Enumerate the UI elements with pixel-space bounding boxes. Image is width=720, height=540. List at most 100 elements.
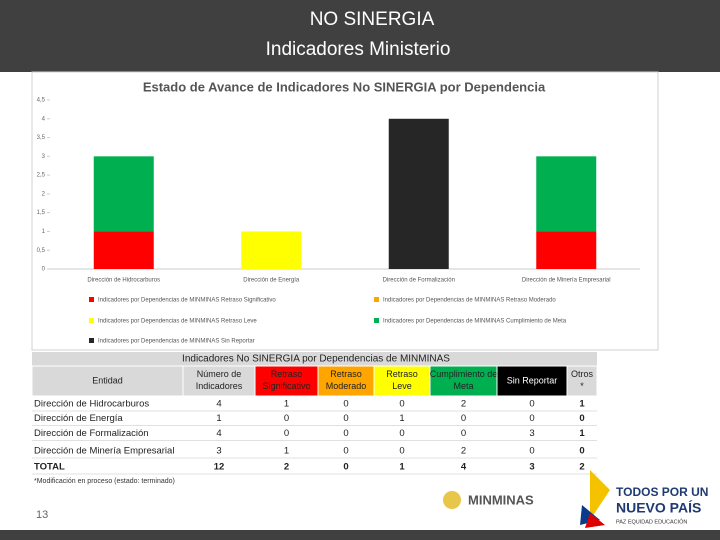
cell-value: 0 [579, 413, 584, 424]
slogan: TODOS POR UN [616, 485, 708, 499]
legend-swatch [374, 318, 379, 323]
cell-value: 1 [579, 428, 585, 439]
cell-value: 2 [461, 446, 466, 457]
cell-value: 1 [579, 399, 585, 410]
cell-value: 0 [284, 413, 289, 424]
header-label: Número de Indicadores [196, 369, 243, 391]
bar-segment [388, 118, 449, 270]
header-label: Retraso Moderado [326, 369, 367, 391]
header-label: Otros * [571, 369, 594, 391]
cell-value: 0 [399, 399, 404, 410]
row-label: Dirección de Hidrocarburos [34, 399, 149, 410]
cell-value: 0 [343, 462, 348, 473]
table-title-bg [32, 352, 597, 366]
y-tick-label: 1,5 [37, 210, 46, 216]
bar-segment [536, 231, 597, 269]
x-tick-label: Dirección de Energía [243, 278, 300, 284]
bar-segment [241, 231, 302, 269]
page-number: 13 [36, 509, 48, 521]
y-tick-label: 2,5 [37, 173, 46, 179]
bar-segment [93, 156, 154, 232]
header-cell [496, 365, 568, 397]
header-subtitle: Indicadores Ministerio [266, 39, 451, 60]
legend-label: Indicadores por Dependencias de MINMINAS… [98, 339, 255, 345]
header-cell [373, 365, 431, 397]
legend-swatch [89, 338, 94, 343]
cell-value: 1 [399, 413, 404, 424]
cell-value: 3 [529, 462, 534, 473]
flag-icon [590, 470, 610, 520]
y-tick-label: 0 [42, 267, 46, 273]
y-tick-label: 3,5 [37, 135, 46, 141]
header-cell [31, 365, 184, 397]
cell-value: 0 [461, 413, 466, 424]
cell-value: 0 [529, 399, 534, 410]
row-label: Dirección de Formalización [34, 428, 149, 439]
legend-swatch [89, 318, 94, 323]
bar-segment [536, 156, 597, 232]
y-tick-label: 2 [42, 191, 46, 197]
legend-swatch [89, 297, 94, 302]
legend-label: Indicadores por Dependencias de MINMINAS… [98, 319, 257, 325]
header-label: Entidad [92, 375, 123, 385]
cell-value: 4 [461, 462, 467, 473]
cell-value: 3 [529, 428, 534, 439]
legend-swatch [374, 297, 379, 302]
y-tick-label: 1 [42, 229, 46, 235]
header-label: Retraso Significativo [262, 369, 310, 391]
ministry-logo: MINMINAS [468, 492, 534, 507]
x-tick-label: Dirección de Formalización [383, 278, 455, 284]
cell-value: 1 [216, 413, 221, 424]
cell-value: 0 [461, 428, 466, 439]
cell-value: 2 [284, 462, 289, 473]
cell-value: 0 [343, 428, 348, 439]
cell-value: 0 [343, 413, 348, 424]
cell-value: 2 [579, 462, 584, 473]
cell-value: 0 [529, 413, 534, 424]
cell-value: 1 [284, 446, 289, 457]
header-label: Retraso Leve [386, 369, 418, 391]
cell-value: 12 [214, 462, 225, 473]
header-cell [254, 365, 319, 397]
cell-value: 0 [579, 446, 584, 457]
cell-value: 0 [399, 428, 404, 439]
slogan: PAZ EQUIDAD EDUCACIÓN [616, 518, 687, 525]
cell-value: 0 [343, 446, 348, 457]
row-label: Dirección de Minería Empresarial [34, 446, 174, 457]
table-title: Indicadores No SINERGIA por Dependencias… [182, 354, 450, 365]
header-label: Cumplimiento de Meta [430, 369, 498, 391]
cell-value: 0 [284, 428, 289, 439]
row-label: Dirección de Energía [34, 413, 123, 424]
cell-value: 4 [216, 428, 221, 439]
cell-value: 2 [461, 399, 466, 410]
y-tick-label: 3 [42, 154, 46, 160]
x-tick-label: Dirección de Hidrocarburos [87, 278, 160, 284]
legend-label: Indicadores por Dependencias de MINMINAS… [383, 298, 556, 304]
cell-value: 4 [216, 399, 221, 410]
header-cell [182, 365, 256, 397]
bar-segment [93, 231, 154, 269]
legend-label: Indicadores por Dependencias de MINMINAS… [383, 319, 567, 325]
header-cell [566, 365, 598, 397]
y-tick-label: 4 [42, 116, 46, 122]
footer-bar [0, 530, 720, 540]
cell-value: 1 [399, 462, 405, 473]
slogan: NUEVO PAÍS [616, 500, 701, 516]
row-label: TOTAL [34, 462, 65, 473]
cell-value: 0 [399, 446, 404, 457]
cell-value: 3 [216, 446, 221, 457]
cell-value: 1 [284, 399, 289, 410]
header-cell [317, 365, 375, 397]
header-title: NO SINERGIA [310, 9, 435, 30]
x-tick-label: Dirección de Minería Empresarial [522, 278, 611, 284]
header-label: Sin Reportar [507, 375, 558, 385]
crest-icon [443, 491, 461, 509]
legend-label: Indicadores por Dependencias de MINMINAS… [98, 298, 276, 304]
table-footnote: *Modificación en proceso (estado: termin… [34, 478, 175, 485]
header-bar [0, 0, 720, 72]
chart-title: Estado de Avance de Indicadores No SINER… [143, 79, 546, 94]
flag-icon [585, 513, 605, 528]
cell-value: 0 [343, 399, 348, 410]
